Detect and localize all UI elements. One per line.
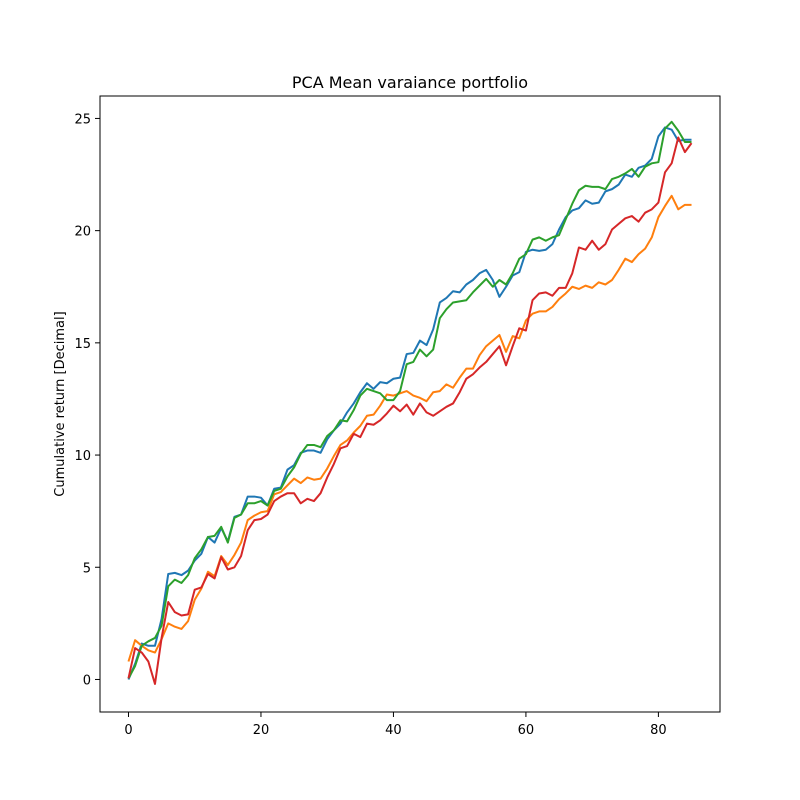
y-tick-label: 20 — [74, 225, 91, 240]
x-tick-label: 60 — [518, 723, 535, 738]
x-tick-label: 80 — [650, 723, 667, 738]
chart-title: PCA Mean varaiance portfolio — [292, 73, 528, 92]
plot-frame — [99, 95, 721, 713]
y-tick-label: 0 — [83, 673, 91, 688]
series-layer — [127, 120, 693, 685]
y-axis-label: Cumulative return [Decimal] — [53, 311, 68, 496]
y-tick-label: 15 — [74, 337, 91, 352]
y-tick-label: 5 — [83, 561, 91, 576]
x-axis: 0 20 40 60 80 — [124, 712, 667, 738]
y-tick-label: 25 — [74, 112, 91, 127]
series-line-4 — [127, 136, 693, 685]
y-axis: 0 5 10 15 20 25 — [74, 112, 100, 688]
x-tick-label: 20 — [253, 723, 270, 738]
series-line-3 — [127, 120, 692, 679]
x-tick-label: 0 — [124, 723, 132, 738]
y-tick-label: 10 — [74, 449, 91, 464]
x-tick-label: 40 — [385, 723, 402, 738]
